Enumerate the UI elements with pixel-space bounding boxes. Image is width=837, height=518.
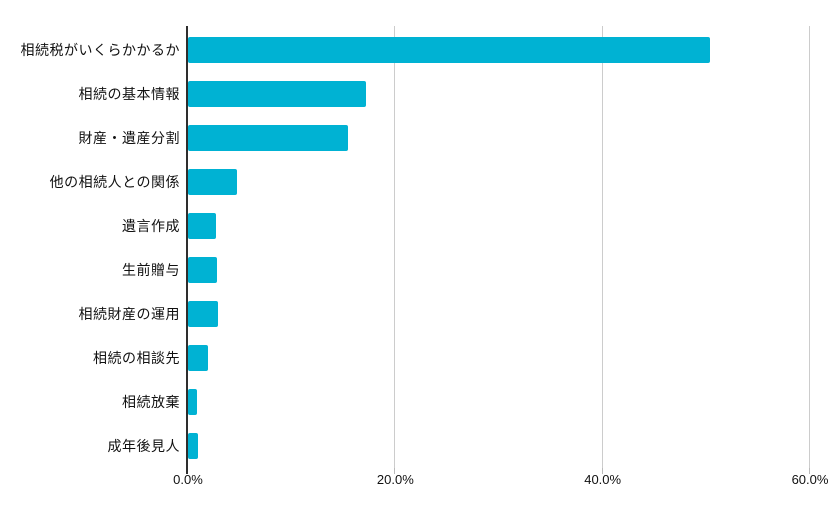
bar-row (188, 336, 810, 380)
bar (188, 213, 216, 239)
bar-row (188, 160, 810, 204)
bar-row (188, 72, 810, 116)
bar-row (188, 116, 810, 160)
bar (188, 257, 218, 283)
x-tick-label: 60.0% (791, 472, 829, 487)
x-tick-mark (809, 468, 810, 474)
category-label: 相続財産の運用 (78, 306, 180, 322)
x-axis-tick-labels: 0.0% 20.0% 40.0% 60.0% (173, 472, 828, 492)
gridline (394, 26, 396, 468)
x-tick-mark (394, 468, 396, 474)
x-tick-label: 20.0% (376, 472, 414, 487)
category-label: 他の相続人との関係 (49, 174, 180, 190)
category-label: 相続税がいくらかかるか (20, 42, 180, 58)
gridline (601, 26, 603, 468)
category-label: 財産・遺産分割 (78, 130, 180, 146)
category-label: 成年後見人 (107, 438, 180, 454)
x-tick-label: 0.0% (173, 472, 203, 487)
bar (188, 301, 219, 327)
bar-row (188, 204, 810, 248)
y-axis-category-labels: 相続税がいくらかかるか相続の基本情報 財産・遺産分割他の相続人との関係遺言作成生前… (0, 28, 180, 468)
category-label: 生前贈与 (122, 262, 180, 278)
bar-row (188, 248, 810, 292)
category-label: 相続の相談先 (93, 350, 180, 366)
bar (188, 169, 237, 195)
plot-area (186, 26, 810, 474)
bar (188, 345, 208, 371)
category-label: 相続放棄 (122, 394, 180, 410)
gridline (809, 26, 810, 468)
bar-row (188, 424, 810, 468)
x-tick-label: 40.0% (584, 472, 622, 487)
bar (188, 125, 348, 151)
bar (188, 389, 198, 415)
bar-row (188, 28, 810, 72)
bar-row (188, 380, 810, 424)
bar (188, 433, 199, 459)
category-label: 相続の基本情報 (78, 86, 180, 102)
category-label: 遺言作成 (122, 218, 180, 234)
bar-row (188, 292, 810, 336)
x-tick-mark (601, 468, 603, 474)
bar (188, 37, 711, 63)
y-axis-line (186, 26, 188, 474)
bar (188, 81, 367, 107)
